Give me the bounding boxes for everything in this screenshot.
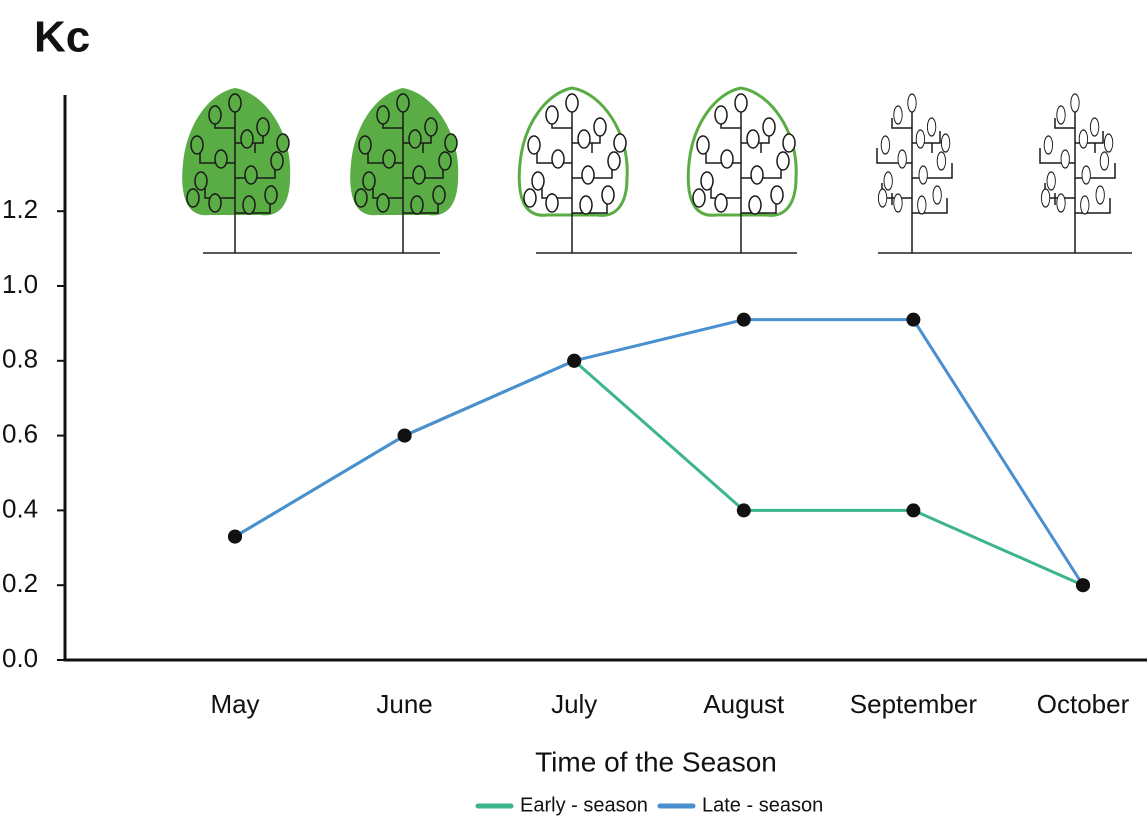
- chart-title: Kc: [34, 13, 90, 62]
- legend-label: Early - season: [520, 794, 648, 816]
- tree-icon: [350, 88, 458, 253]
- tree-icon: [877, 94, 952, 253]
- data-point: [1076, 578, 1090, 592]
- legend-label: Late - season: [702, 794, 823, 816]
- data-point: [398, 429, 412, 443]
- chart: Kc Time of the Season 0.0 0.2 0.4 0.6 0.8 1.0…: [0, 0, 1147, 818]
- series-line: [235, 320, 1083, 586]
- data-point: [737, 503, 751, 517]
- y-tick-label: 0.6: [2, 418, 38, 448]
- tree-icon: [519, 88, 627, 253]
- x-tick-label: July: [551, 689, 597, 719]
- tree-icon: [182, 88, 290, 253]
- data-point: [228, 530, 242, 544]
- data-point: [737, 313, 751, 327]
- x-tick-label: October: [1037, 689, 1130, 719]
- tree-icon: [688, 88, 796, 253]
- tree-icons: [182, 88, 1132, 253]
- y-tick-label: 0.4: [2, 493, 38, 523]
- x-tick-label: September: [850, 689, 978, 719]
- x-tick-label: May: [210, 689, 259, 719]
- x-axis-title: Time of the Season: [535, 746, 777, 777]
- data-point: [906, 313, 920, 327]
- x-tick-label: August: [703, 689, 785, 719]
- data-point: [567, 354, 581, 368]
- y-tick-label: 0.2: [2, 568, 38, 598]
- y-tick-label: 1.2: [2, 194, 38, 224]
- series-line: [235, 361, 1083, 585]
- y-tick-label: 1.0: [2, 269, 38, 299]
- data-point: [906, 503, 920, 517]
- tree-icon: [1040, 94, 1115, 253]
- y-tick-label: 0.8: [2, 344, 38, 374]
- x-tick-label: June: [376, 689, 432, 719]
- y-tick-label: 0.0: [2, 643, 38, 673]
